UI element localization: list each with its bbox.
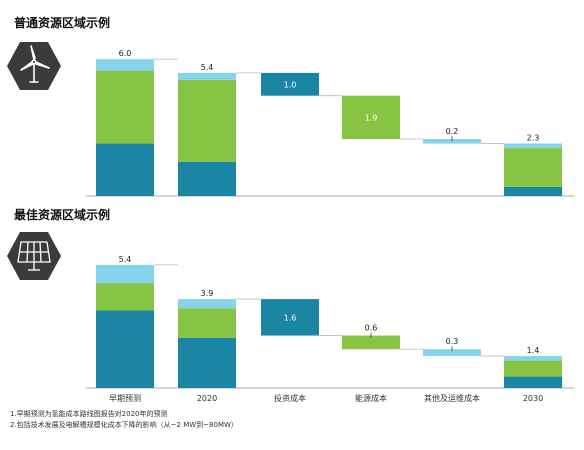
step-bar-其他及运维成本	[423, 139, 481, 144]
wind-turbine-icon	[7, 42, 61, 90]
bar-早期预测-seg-1	[96, 283, 154, 311]
data-label-早期预测: 5.4	[119, 255, 132, 264]
data-label-2030: 2.3	[527, 134, 540, 143]
bar-2020-seg-2	[178, 299, 236, 309]
bar-早期预测-seg-0	[96, 310, 154, 388]
bar-早期预测-seg-2	[96, 59, 154, 71]
bar-2020-seg-1	[178, 308, 236, 338]
category-label-2020: 2020	[197, 394, 217, 403]
bar-2020-seg-1	[178, 79, 236, 162]
step-bar-能源成本	[342, 335, 400, 350]
data-label-其他及运维成本: 0.2	[446, 127, 459, 136]
solar-panel-icon	[7, 232, 61, 280]
data-label-其他及运维成本: 0.3	[446, 337, 459, 346]
panel-title-best: 最佳资源区域示例	[14, 208, 111, 222]
bar-早期预测-seg-1	[96, 70, 154, 144]
data-label-能源成本: 0.6	[365, 324, 378, 333]
bar-2020-seg-2	[178, 72, 236, 80]
bar-2030-seg-2	[504, 356, 562, 361]
bar-早期预测-seg-0	[96, 143, 154, 196]
footnote-2: 2.包括技术发展及电解槽规模化成本下降的影响（从~2 MW到~80MW）	[10, 421, 238, 429]
step-bar-能源成本	[342, 95, 400, 139]
data-label-2030: 1.4	[527, 346, 540, 355]
step-bar-投资成本	[261, 72, 319, 96]
bar-2030-seg-0	[504, 376, 562, 388]
panel-title-normal: 普通资源区域示例	[14, 16, 111, 30]
category-label-早期预测: 早期预测	[109, 393, 141, 403]
footnote-1: 1.早期预测为氢能成本路线图报告对2020年的预测	[10, 410, 168, 418]
bar-2030-seg-0	[504, 186, 562, 196]
data-label-能源成本: 1.9	[365, 113, 378, 122]
data-label-投资成本: 1.0	[284, 80, 297, 89]
category-label-其他及运维成本: 其他及运维成本	[424, 393, 480, 403]
data-label-2020: 3.9	[201, 289, 214, 298]
category-label-投资成本: 投资成本	[274, 393, 306, 403]
step-bar-其他及运维成本	[423, 349, 481, 357]
category-label-2030: 2030	[523, 394, 543, 403]
bar-2020-seg-0	[178, 161, 236, 196]
bar-2030-seg-1	[504, 360, 562, 377]
bar-2020-seg-0	[178, 337, 236, 388]
bar-2030-seg-1	[504, 148, 562, 187]
bar-2030-seg-2	[504, 143, 562, 149]
data-label-早期预测: 6.0	[119, 49, 132, 58]
data-label-投资成本: 1.6	[284, 313, 297, 322]
step-bar-投资成本	[261, 299, 319, 336]
bar-早期预测-seg-2	[96, 264, 154, 284]
data-label-2020: 5.4	[201, 63, 214, 72]
category-label-能源成本: 能源成本	[355, 393, 387, 403]
